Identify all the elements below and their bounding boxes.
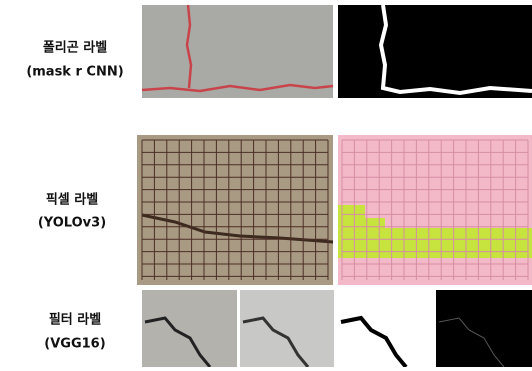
polygon-image bbox=[142, 5, 333, 98]
row-label: 필터 라벨 bbox=[49, 312, 101, 328]
pixel-grid-image bbox=[137, 135, 333, 285]
row-method: (YOLOv3) bbox=[38, 216, 106, 231]
figure: 폴리곤 라벨 (mask r CNN) 픽셀 라벨 (YOLOv3) 필터 라벨… bbox=[0, 0, 532, 367]
filter-image-original bbox=[142, 290, 237, 367]
row-label: 폴리곤 라벨 bbox=[43, 40, 107, 56]
row-label: 픽셀 라벨 bbox=[46, 192, 98, 208]
mask-image bbox=[338, 5, 532, 98]
filter-image-gray bbox=[240, 290, 334, 367]
row-method: (mask r CNN) bbox=[26, 65, 123, 80]
row-method: (VGG16) bbox=[44, 337, 105, 352]
filter-image-edge bbox=[436, 290, 532, 367]
filter-image-binary bbox=[338, 290, 432, 367]
pixel-label-image bbox=[338, 135, 532, 285]
